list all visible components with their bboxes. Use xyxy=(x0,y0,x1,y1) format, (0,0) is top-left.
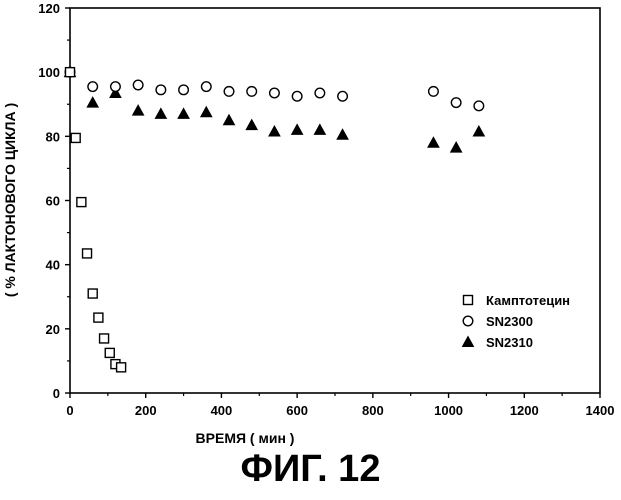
data-point xyxy=(156,85,166,95)
legend-label: SN2310 xyxy=(486,335,533,350)
x-tick-label: 800 xyxy=(362,403,384,418)
data-point xyxy=(77,198,86,207)
scatter-chart: 0 200 400 600 800 1000 1200 1400 0 20 40 60 80 100 12… xyxy=(0,0,621,448)
data-point xyxy=(133,80,143,90)
data-point xyxy=(337,129,348,139)
data-point xyxy=(314,124,325,134)
data-point xyxy=(269,126,280,136)
data-point xyxy=(88,289,97,298)
y-tick-label: 20 xyxy=(46,322,60,337)
data-point xyxy=(87,97,98,107)
data-point xyxy=(246,120,257,130)
data-point xyxy=(292,124,303,134)
data-point xyxy=(224,115,235,125)
legend-label: SN2300 xyxy=(486,314,533,329)
x-tick-label: 200 xyxy=(135,403,157,418)
data-point xyxy=(178,108,189,118)
legend: Камптотецин SN2300 SN2310 xyxy=(463,293,571,350)
data-point xyxy=(201,107,212,117)
series-1 xyxy=(66,68,126,372)
y-tick-label: 100 xyxy=(38,65,60,80)
series-3 xyxy=(65,67,485,152)
data-point xyxy=(270,88,280,98)
legend-marker xyxy=(464,296,473,305)
legend-marker xyxy=(463,316,473,326)
data-point xyxy=(338,91,348,101)
data-point xyxy=(429,87,439,97)
data-point xyxy=(201,82,211,92)
series-2 xyxy=(65,67,483,110)
data-point xyxy=(292,91,302,101)
data-point xyxy=(155,108,166,118)
data-point xyxy=(473,126,484,136)
data-point xyxy=(94,313,103,322)
data-point xyxy=(88,82,98,92)
legend-marker xyxy=(463,337,474,347)
y-tick-label: 80 xyxy=(46,129,60,144)
data-point xyxy=(315,88,325,98)
x-tick-label: 1200 xyxy=(510,403,539,418)
data-point xyxy=(428,137,439,147)
x-axis-ticks: 0 200 400 600 800 1000 1200 1400 xyxy=(66,393,614,418)
y-tick-label: 120 xyxy=(38,1,60,16)
y-axis-ticks: 0 20 40 60 80 100 120 xyxy=(38,1,70,401)
data-point xyxy=(100,334,109,343)
data-point xyxy=(66,68,75,77)
data-points xyxy=(65,67,485,372)
data-point xyxy=(83,249,92,258)
data-point xyxy=(133,105,144,115)
figure-caption: ФИГ. 12 xyxy=(0,448,621,491)
data-point xyxy=(247,87,257,97)
data-point xyxy=(474,101,484,111)
data-point xyxy=(179,85,189,95)
x-tick-label: 400 xyxy=(211,403,233,418)
y-tick-label: 60 xyxy=(46,194,60,209)
y-axis-title: ( % ЛАКТОНОВОГО ЦИКЛА ) xyxy=(2,103,18,297)
data-point xyxy=(111,82,121,92)
data-point xyxy=(451,142,462,152)
x-tick-label: 0 xyxy=(66,403,73,418)
y-tick-label: 0 xyxy=(53,386,60,401)
data-point xyxy=(451,98,461,108)
y-tick-label: 40 xyxy=(46,258,60,273)
x-tick-label: 600 xyxy=(286,403,308,418)
data-point xyxy=(224,87,234,97)
data-point xyxy=(117,363,126,372)
x-tick-label: 1000 xyxy=(434,403,463,418)
legend-label: Камптотецин xyxy=(486,293,570,308)
data-point xyxy=(71,133,80,142)
x-axis-title: ВРЕМЯ ( мин ) xyxy=(196,430,295,446)
data-point xyxy=(105,348,114,357)
x-tick-label: 1400 xyxy=(586,403,615,418)
